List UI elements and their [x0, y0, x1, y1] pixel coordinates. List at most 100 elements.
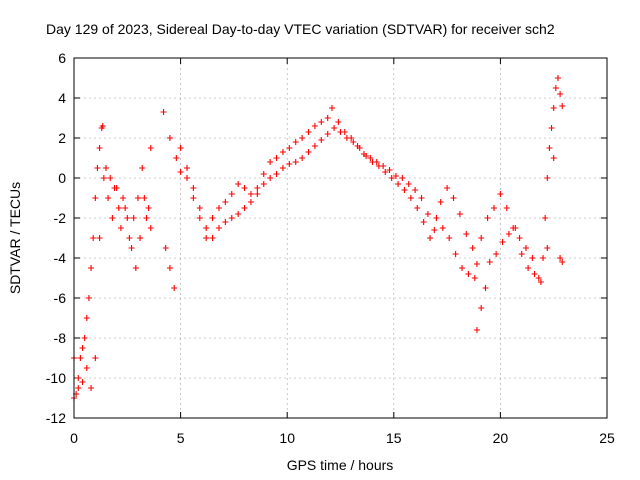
data-point: [273, 171, 280, 177]
data-point: [286, 145, 293, 151]
data-point: [260, 181, 267, 187]
data-point: [79, 345, 86, 351]
data-point: [222, 199, 229, 205]
data-point: [83, 365, 90, 371]
data-point: [503, 205, 510, 211]
data-point: [209, 235, 216, 241]
data-point: [529, 255, 536, 261]
data-point: [318, 119, 325, 125]
data-point: [418, 195, 425, 201]
data-point: [486, 259, 493, 265]
data-point: [424, 211, 431, 217]
data-point: [273, 155, 280, 161]
data-point: [83, 315, 90, 321]
data-point: [335, 119, 342, 125]
data-point: [171, 285, 178, 291]
y-tick-label: -2: [54, 210, 67, 226]
data-point: [177, 169, 184, 175]
data-point: [196, 215, 203, 221]
data-point: [337, 129, 344, 135]
data-point: [107, 175, 114, 181]
data-point: [518, 251, 525, 257]
data-point: [100, 175, 107, 181]
data-point: [512, 225, 519, 231]
data-point: [222, 219, 229, 225]
data-point: [499, 239, 506, 245]
data-point: [132, 265, 139, 271]
data-point: [497, 191, 504, 197]
data-point: [439, 225, 446, 231]
data-point: [350, 139, 357, 145]
chart-title: Day 129 of 2023, Sidereal Day-to-day VTE…: [46, 21, 555, 37]
data-point: [516, 235, 523, 241]
data-point: [215, 205, 222, 211]
data-point: [491, 205, 498, 211]
grid-lines: [74, 58, 607, 418]
data-point: [147, 225, 154, 231]
data-point: [535, 275, 542, 281]
data-point: [137, 235, 144, 241]
data-point: [183, 175, 190, 181]
data-point: [420, 219, 427, 225]
data-point: [478, 305, 485, 311]
y-tick-label: 6: [58, 50, 66, 66]
data-point: [166, 135, 173, 141]
data-point: [505, 231, 512, 237]
data-point: [456, 211, 463, 217]
data-point: [228, 191, 235, 197]
data-point: [405, 181, 412, 187]
data-point: [493, 251, 500, 257]
data-point: [559, 103, 566, 109]
data-point: [292, 139, 299, 145]
data-point: [546, 145, 553, 151]
y-tick-label: -12: [46, 410, 66, 426]
y-axis-label: SDTVAR / TECUs: [7, 182, 23, 294]
data-point: [292, 159, 299, 165]
data-point: [548, 125, 555, 131]
data-point: [75, 375, 82, 381]
data-point: [299, 155, 306, 161]
data-point: [542, 215, 549, 221]
data-point: [522, 245, 529, 251]
data-point: [414, 205, 421, 211]
data-point: [77, 355, 84, 361]
data-point: [331, 125, 338, 131]
data-point: [552, 85, 559, 91]
data-point: [311, 123, 318, 129]
data-point: [109, 215, 116, 221]
data-point: [115, 205, 122, 211]
data-point: [463, 231, 470, 237]
data-point: [92, 355, 99, 361]
y-tick-label: 4: [58, 90, 66, 106]
data-point: [395, 181, 402, 187]
data-point: [160, 109, 167, 115]
data-point: [427, 235, 434, 241]
data-point: [557, 91, 564, 97]
data-point: [557, 255, 564, 261]
data-point: [90, 235, 97, 241]
data-point: [525, 265, 532, 271]
y-tick-labels: -12 -10 -8 -6 -4 -2 0 2 4 6: [46, 50, 66, 426]
data-point: [88, 385, 95, 391]
y-tick-label: -8: [54, 330, 67, 346]
x-tick-labels: 0 5 10 15 20 25: [70, 430, 615, 446]
data-point: [203, 235, 210, 241]
data-point: [401, 187, 408, 193]
y-tick-label: -6: [54, 290, 67, 306]
data-point: [177, 145, 184, 151]
data-point: [139, 165, 146, 171]
data-point: [328, 105, 335, 111]
data-point: [286, 161, 293, 167]
data-point: [247, 199, 254, 205]
data-point: [92, 195, 99, 201]
series-group: [71, 125, 566, 391]
data-point: [478, 235, 485, 241]
data-point: [431, 227, 438, 233]
data-point: [215, 225, 222, 231]
data-point: [235, 181, 242, 187]
data-point: [363, 153, 370, 159]
data-point: [241, 205, 248, 211]
x-tick-label: 20: [493, 430, 509, 446]
data-point: [228, 215, 235, 221]
